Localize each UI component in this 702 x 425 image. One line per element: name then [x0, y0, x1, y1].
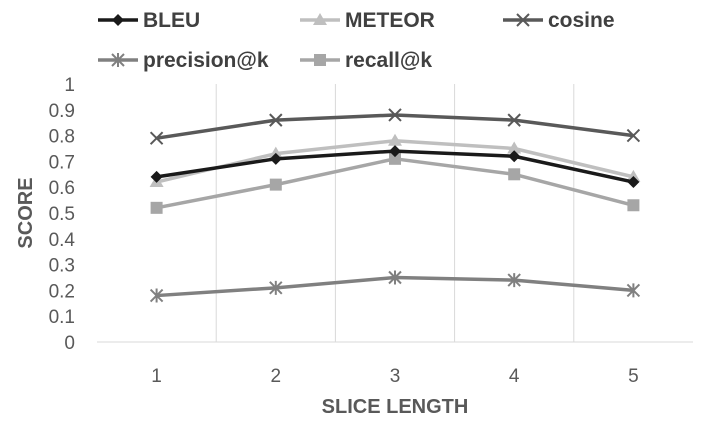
data-point-marker [268, 146, 283, 159]
data-point-marker [150, 170, 163, 183]
data-point-marker [149, 288, 164, 303]
data-point-marker [508, 150, 521, 163]
data-point-marker [388, 133, 402, 146]
legend-marker [111, 53, 125, 67]
legend-item: recall@k [300, 49, 432, 72]
y-tick-label: 0.4 [49, 230, 76, 251]
data-point-marker [388, 270, 402, 285]
data-point-marker [626, 169, 641, 182]
x-tick-label: 4 [509, 366, 520, 387]
data-point-marker [269, 178, 282, 191]
y-tick-label: 0.5 [49, 204, 75, 225]
x-axis-title: SLICE LENGTH [322, 396, 469, 418]
y-tick-label: 0.6 [49, 178, 75, 199]
legend-item: precision@k [98, 49, 269, 72]
y-axis-title: SCORE [15, 177, 37, 248]
data-point-marker [626, 128, 641, 143]
series-lines [149, 108, 641, 303]
data-point-marker [389, 152, 401, 165]
legend-label: BLEU [143, 9, 200, 32]
y-tick-label: 0.1 [49, 307, 75, 328]
data-point-marker [389, 145, 401, 158]
data-point-marker [149, 131, 164, 145]
legend-marker [313, 13, 327, 25]
x-tick-label: 3 [390, 366, 401, 387]
legend-marker [314, 54, 326, 66]
data-point-marker [626, 283, 641, 298]
y-tick-label: 0.3 [49, 256, 75, 277]
y-tick-label: 1 [64, 75, 75, 96]
data-point-marker [627, 176, 640, 189]
data-point-marker [627, 199, 640, 212]
x-tick-label: 5 [628, 366, 639, 387]
data-point-marker [507, 141, 522, 154]
series-recall-k [150, 152, 640, 214]
data-point-marker [507, 273, 521, 288]
y-tick-label: 0.9 [49, 101, 75, 122]
x-tick-label: 1 [151, 366, 162, 387]
data-point-marker [388, 108, 402, 122]
data-point-marker [269, 113, 283, 127]
series-bleu [150, 145, 640, 189]
y-tick-label: 0.2 [49, 281, 75, 302]
series-cosine [149, 108, 641, 145]
y-tick-label: 0.8 [49, 127, 75, 148]
data-point-marker [150, 201, 163, 214]
x-tick-label: 2 [271, 366, 282, 387]
series-precision-k [149, 270, 641, 303]
legend: BLEU METEOR cosine precision@k recall@k [98, 9, 615, 72]
axes: 0 0.1 0.2 0.3 0.4 0.5 0.6 0.7 0.8 0.9 1 1 2 3 4 5 [49, 75, 693, 387]
legend-label: cosine [548, 9, 615, 32]
legend-label: METEOR [345, 9, 435, 32]
legend-item: METEOR [300, 9, 435, 32]
data-point-marker [508, 168, 521, 181]
legend-item: cosine [503, 9, 615, 32]
legend-marker [516, 13, 530, 27]
legend-label: recall@k [345, 49, 432, 72]
y-tick-label: 0.7 [49, 152, 75, 173]
legend-item: BLEU [98, 9, 200, 32]
data-point-marker [269, 280, 283, 295]
legend-label: precision@k [143, 49, 269, 72]
y-tick-label: 0 [64, 333, 75, 354]
data-point-marker [269, 152, 282, 165]
data-point-marker [507, 113, 521, 127]
legend-marker [112, 14, 124, 26]
